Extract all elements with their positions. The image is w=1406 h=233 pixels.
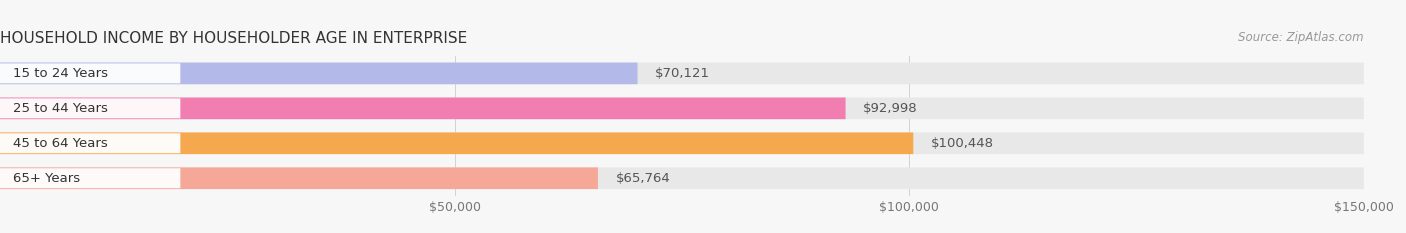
Text: 45 to 64 Years: 45 to 64 Years — [13, 137, 107, 150]
Text: 65+ Years: 65+ Years — [13, 172, 80, 185]
FancyBboxPatch shape — [0, 132, 1364, 154]
FancyBboxPatch shape — [0, 168, 180, 188]
FancyBboxPatch shape — [0, 167, 598, 189]
FancyBboxPatch shape — [0, 98, 180, 118]
FancyBboxPatch shape — [0, 62, 1364, 84]
FancyBboxPatch shape — [0, 62, 637, 84]
FancyBboxPatch shape — [0, 133, 180, 153]
FancyBboxPatch shape — [0, 132, 914, 154]
FancyBboxPatch shape — [0, 167, 1364, 189]
FancyBboxPatch shape — [0, 97, 1364, 119]
Text: $100,448: $100,448 — [931, 137, 994, 150]
Text: 15 to 24 Years: 15 to 24 Years — [13, 67, 107, 80]
Text: Source: ZipAtlas.com: Source: ZipAtlas.com — [1239, 31, 1364, 44]
Text: HOUSEHOLD INCOME BY HOUSEHOLDER AGE IN ENTERPRISE: HOUSEHOLD INCOME BY HOUSEHOLDER AGE IN E… — [0, 31, 467, 46]
Text: $92,998: $92,998 — [863, 102, 918, 115]
Text: $65,764: $65,764 — [616, 172, 671, 185]
Text: $70,121: $70,121 — [655, 67, 710, 80]
FancyBboxPatch shape — [0, 97, 845, 119]
FancyBboxPatch shape — [0, 63, 180, 83]
Text: 25 to 44 Years: 25 to 44 Years — [13, 102, 107, 115]
